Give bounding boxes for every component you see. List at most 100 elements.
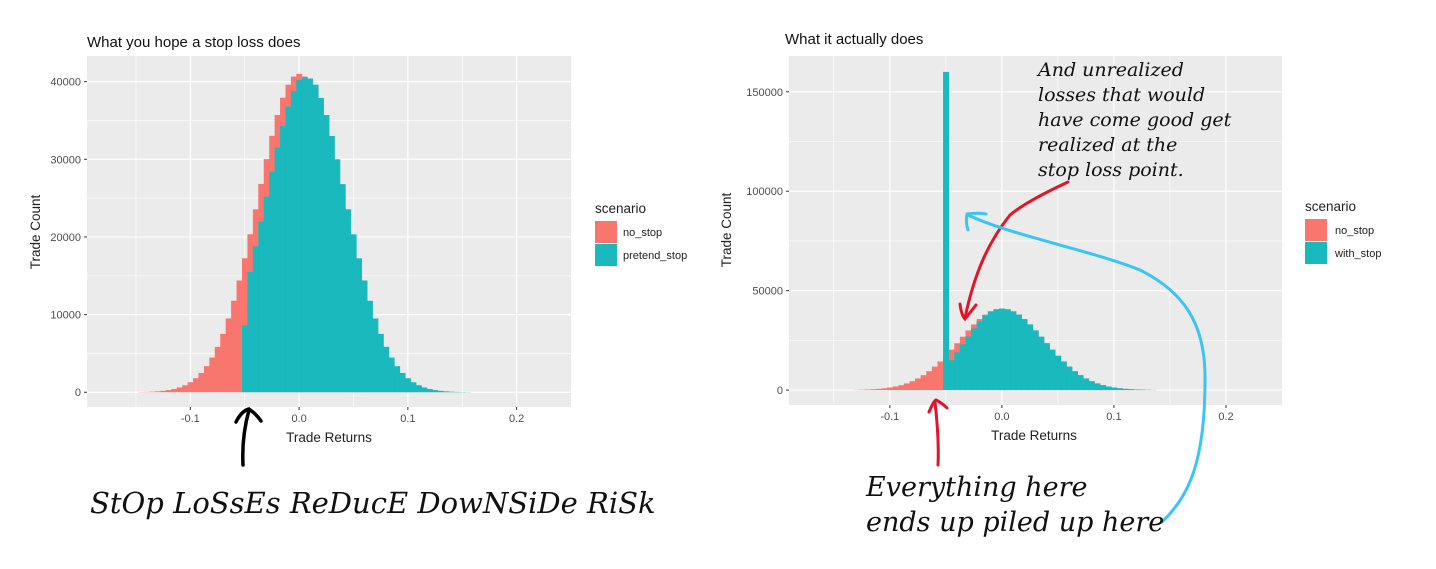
bar-pretend_stop	[345, 209, 352, 393]
bar-pretend_stop	[421, 387, 428, 393]
chart-right: What it actually does -0.1 0.0 0.1 0.2 0 5000…	[719, 31, 1381, 443]
bar-no_stop	[182, 385, 189, 393]
bar-no_stop	[875, 388, 882, 391]
bar-pretend_stop	[307, 78, 314, 393]
y-tick-label: 100000	[746, 186, 783, 198]
bar-with_stop	[943, 71, 950, 391]
legend-key-with-stop	[1305, 242, 1327, 264]
bar-pretend_stop	[399, 372, 406, 393]
bar-no_stop	[909, 381, 916, 391]
bar-with_stop	[954, 352, 961, 391]
bar-pretend_stop	[339, 184, 346, 393]
legend-title: scenario	[595, 201, 646, 216]
bar-no_stop	[160, 390, 167, 393]
annotation-top-right: And unrealized losses that would have co…	[1036, 59, 1232, 181]
bar-no_stop	[241, 258, 248, 393]
bar-with_stop	[1099, 385, 1106, 391]
bar-pretend_stop	[388, 357, 395, 393]
y-axis-label: Trade Count	[28, 194, 43, 269]
y-tick-label: 30000	[50, 154, 81, 166]
annotation-line: And unrealized	[1036, 59, 1184, 81]
ticks: -0.1 0.0 0.1 0.2 0 10000 20000 30000 40000	[50, 77, 524, 425]
bar-with_stop	[1094, 383, 1101, 391]
bar-no_stop	[225, 318, 232, 393]
legend: scenario no_stop with_stop	[1305, 199, 1381, 264]
bar-no_stop	[154, 391, 161, 393]
bar-pretend_stop	[367, 300, 373, 393]
bar-no_stop	[236, 280, 243, 393]
bar-no_stop	[892, 386, 899, 391]
bar-with_stop	[1111, 387, 1118, 391]
bar-with_stop	[987, 311, 994, 391]
x-tick-label: 0.0	[291, 413, 306, 425]
bar-pretend_stop	[269, 171, 276, 393]
bar-with_stop	[1127, 389, 1134, 391]
bars	[853, 71, 1157, 391]
bar-no_stop	[165, 390, 172, 393]
annotation-line: realized at the	[1038, 134, 1177, 156]
bar-no_stop	[193, 378, 199, 393]
bar-pretend_stop	[405, 378, 411, 393]
chart-title: What it actually does	[785, 31, 923, 48]
bar-no_stop	[187, 382, 194, 393]
legend-label: no_stop	[1335, 225, 1374, 237]
bar-no_stop	[915, 378, 922, 391]
bar-pretend_stop	[323, 115, 330, 393]
bar-with_stop	[1122, 388, 1129, 391]
bar-with_stop	[982, 315, 989, 391]
bar-no_stop	[931, 366, 938, 391]
x-axis-label: Trade Returns	[991, 428, 1077, 443]
bar-with_stop	[1027, 324, 1034, 391]
bar-with_stop	[1043, 343, 1050, 391]
bar-no_stop	[198, 372, 205, 393]
bar-with_stop	[1015, 314, 1022, 391]
red-arrow-up-icon	[927, 398, 949, 467]
bar-with_stop	[1004, 309, 1011, 391]
bar-pretend_stop	[329, 135, 335, 393]
y-tick-label: 0	[777, 385, 783, 397]
x-tick-label: 0.1	[400, 413, 415, 425]
bar-pretend_stop	[410, 382, 417, 393]
bar-pretend_stop	[383, 346, 390, 393]
caption-left: StOp LoSsEs ReDucE DowNSiDe RiSk	[90, 486, 656, 520]
annotation-bottom-right: Everything here ends up piled up here	[865, 472, 1164, 538]
legend-key-no-stop	[595, 221, 617, 243]
bar-pretend_stop	[263, 196, 270, 393]
bar-with_stop	[1032, 330, 1039, 391]
legend: scenario no_stop pretend_stop	[595, 201, 687, 266]
bar-pretend_stop	[356, 258, 363, 393]
bar-with_stop	[1105, 386, 1112, 391]
bar-pretend_stop	[432, 390, 439, 393]
bar-pretend_stop	[377, 333, 384, 393]
bars	[138, 73, 471, 393]
blue-arrow-curve-icon	[964, 211, 1207, 524]
bar-pretend_stop	[448, 391, 455, 393]
legend-label: with_stop	[1334, 248, 1381, 260]
bar-no_stop	[937, 361, 944, 391]
ticks: -0.1 0.0 0.1 0.2 0 50000 100000 150000	[746, 87, 1233, 423]
x-tick-label: -0.1	[880, 411, 899, 423]
bar-no_stop	[870, 389, 877, 391]
x-axis-label: Trade Returns	[286, 430, 372, 445]
legend-key-no-stop	[1305, 219, 1327, 241]
bar-with_stop	[959, 344, 966, 391]
annotation-line: stop loss point.	[1038, 159, 1184, 181]
bar-no_stop	[898, 385, 905, 391]
bar-pretend_stop	[394, 366, 401, 393]
bar-with_stop	[1088, 381, 1095, 391]
bar-with_stop	[1133, 389, 1140, 391]
bar-with_stop	[1060, 361, 1067, 391]
bar-no_stop	[203, 366, 210, 393]
bar-pretend_stop	[334, 159, 341, 393]
legend-key-pretend-stop	[595, 244, 617, 266]
bar-no_stop	[220, 333, 227, 393]
bar-with_stop	[1049, 349, 1056, 391]
bar-no_stop	[149, 391, 156, 393]
x-tick-label: 0.2	[509, 413, 524, 425]
bar-no_stop	[903, 383, 910, 391]
bar-no_stop	[214, 346, 221, 393]
annotation-line: losses that would	[1038, 84, 1205, 106]
bar-with_stop	[1071, 371, 1078, 391]
bar-pretend_stop	[280, 125, 286, 393]
